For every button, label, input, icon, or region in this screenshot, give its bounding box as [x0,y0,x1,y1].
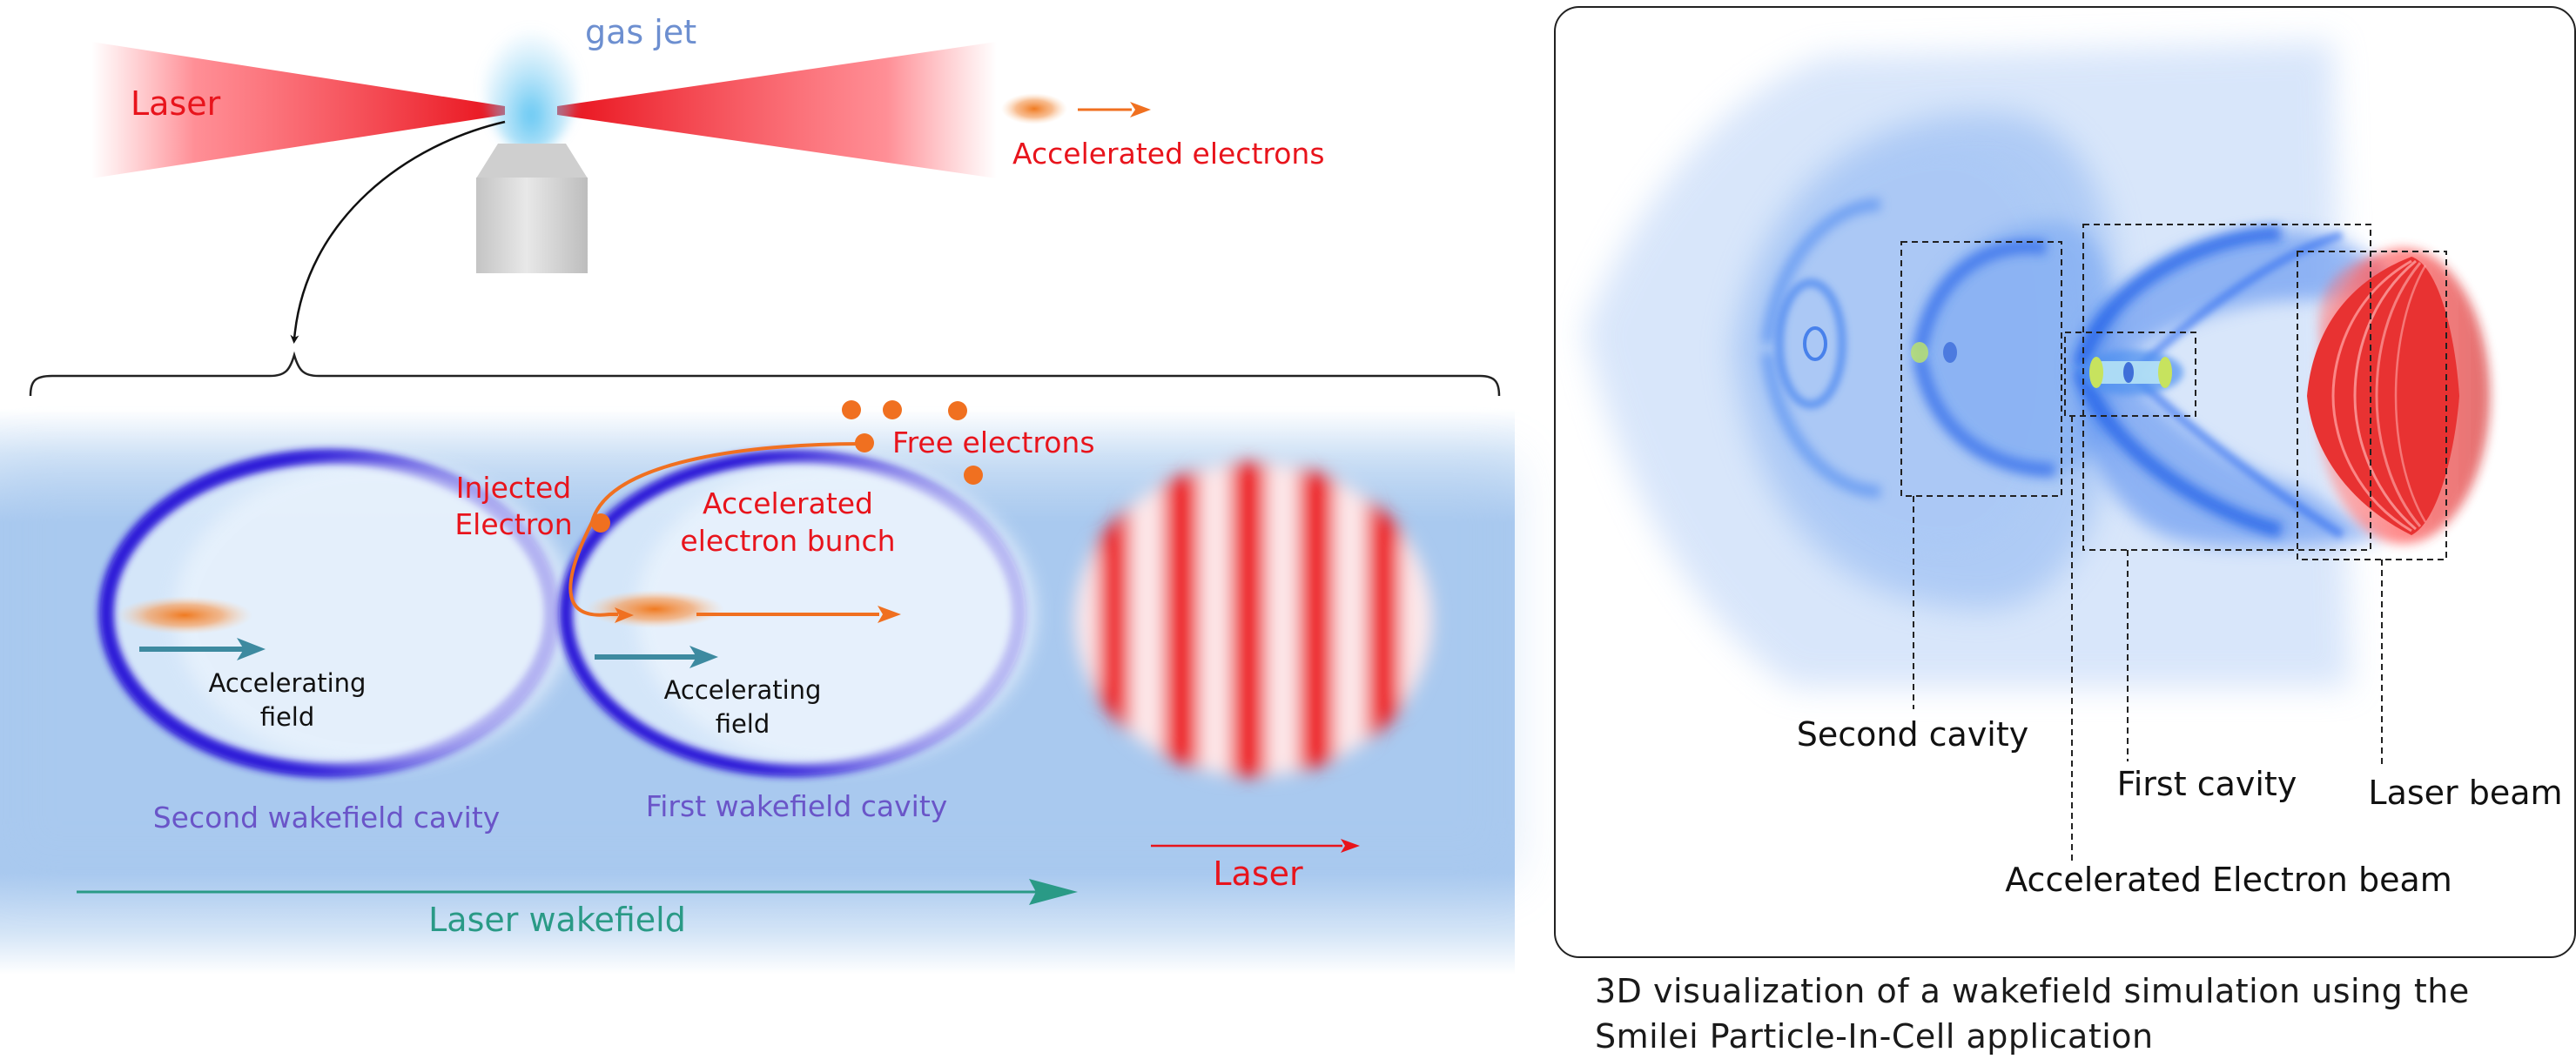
free-electrons [591,400,983,533]
simulation-panel: Second cavity First cavity Laser beam Ac… [1554,6,2576,958]
accelerated-electron-bunch [585,590,724,628]
second-cavity-box [1900,241,2062,497]
laser-beam-left [91,42,505,178]
accelerating-field-label-first-line2: field [716,709,770,739]
accelerated-bunch-label-line2: electron bunch [680,524,895,558]
second-cavity-callout: Second cavity [1797,715,2029,754]
gas-jet-label: gas jet [585,13,696,51]
electron-arrowhead-icon [1130,102,1151,117]
accelerating-field-label-first: Accelerating [664,675,822,705]
electron-beam-box [2064,332,2196,417]
accelerated-bunch-label: Accelerated [703,486,873,520]
figure-caption: 3D visualization of a wakefield simulati… [1595,972,2470,1056]
laser-beam-box [2297,251,2447,560]
injected-electron-label: Injected [456,471,571,505]
free-electron [883,400,902,419]
accelerating-field-label-second: Accelerating [209,668,367,698]
free-electron [842,400,861,419]
accelerating-field-arrow-first [595,646,718,668]
laser-wakefield-label: Laser wakefield [428,901,686,939]
injected-electron-label-line2: Electron [454,507,572,541]
leader-lines [1913,416,2383,861]
second-cavity [98,449,575,778]
electron-bunch-icon [1001,93,1067,124]
free-electron [964,466,983,485]
laser-label: Laser [131,84,221,123]
injected-electron-path [568,442,863,623]
accelerated-electrons-label: Accelerated electrons [1012,137,1325,171]
first-cavity-callout: First cavity [2117,765,2297,803]
laser-beam-right [557,42,997,178]
wakefield-schematic: Injected Electron Free electrons Acceler… [0,400,1515,975]
laser-direction-arrow [1151,839,1360,853]
second-cavity-label: Second wakefield cavity [153,801,501,834]
electron-beam-render [2079,350,2183,395]
accelerated-beam-callout: Accelerated Electron beam [2005,861,2452,899]
first-cavity-box [2082,224,2371,551]
accelerating-field-label-second-line2: field [260,702,315,732]
gas-jet-plume [483,4,579,152]
setup-schematic: Laser gas jet Accelerated electrons [29,4,1501,397]
free-electrons-label: Free electrons [892,426,1095,459]
free-electron [855,433,874,452]
laser-beam-callout: Laser beam [2368,774,2562,812]
accelerated-bunch-arrow [696,606,901,623]
first-cavity-label: First wakefield cavity [646,789,948,823]
laser-direction-label: Laser [1213,855,1303,893]
zoom-arrow [290,120,506,344]
trailing-electron-bunch [117,596,252,634]
zoom-brace [29,351,1501,397]
free-electron [948,401,967,420]
accelerating-field-arrow-second [139,638,266,660]
injected-electron [591,513,610,533]
laser-pulse [1075,463,1432,776]
gas-nozzle [476,144,588,273]
laser-wakefield-arrow [77,879,1078,905]
annotation-boxes [1900,224,2447,560]
simulation-render [1584,42,2490,687]
